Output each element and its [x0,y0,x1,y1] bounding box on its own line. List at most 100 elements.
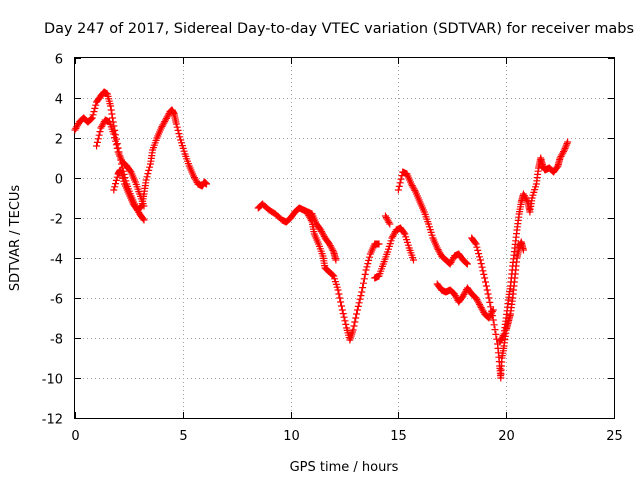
grid-lines [75,58,614,418]
data-point [97,124,105,132]
data-point [479,267,487,275]
data-point [327,243,335,251]
data-point [318,228,326,236]
x-tick-label: 0 [71,429,79,444]
data-point [480,270,488,278]
data-point [164,111,172,119]
data-point [462,258,470,266]
data-point [411,186,419,194]
data-point [93,142,101,150]
data-point [162,116,170,124]
data-point [72,124,80,132]
data-point [434,246,442,254]
data-point [446,260,454,268]
data-point [74,121,82,129]
data-point [382,214,390,222]
y-tick-label: 0 [55,173,63,188]
data-point [451,292,459,300]
data-point [471,239,479,247]
data-point [472,294,480,302]
data-point [329,271,337,279]
data-point [562,141,570,149]
x-tick-label: 25 [606,429,623,444]
data-point [334,286,342,294]
y-tick-label: -4 [50,253,63,268]
data-point [361,270,369,278]
data-point [396,179,404,187]
data-point [92,101,100,109]
data-point [340,313,348,321]
data-point [192,177,200,185]
data-point [341,317,349,325]
data-point [112,180,120,188]
series-seg5 [304,210,383,344]
data-point [450,290,458,298]
data-point [497,336,505,344]
data-point [107,102,115,110]
data-point [461,289,469,297]
data-point [158,122,166,130]
data-point [354,302,362,310]
data-point [163,113,171,121]
data-point [364,260,372,268]
series-seg4 [254,200,340,264]
data-point [161,118,169,126]
data-point [433,244,441,252]
data-point [304,210,312,218]
data-point [174,126,182,134]
data-point [175,130,183,138]
data-point [490,321,498,329]
data-point [99,121,107,129]
data-point [339,310,347,318]
data-point [476,256,484,264]
data-point [145,166,153,174]
series-seg3 [110,106,211,214]
data-point [110,186,118,194]
data-point [478,263,486,271]
data-point [146,163,154,171]
y-tick-label: -12 [42,413,63,428]
data-point [365,256,373,264]
data-point [498,333,506,341]
data-point [108,110,116,118]
data-point [113,144,121,152]
data-point [306,213,314,221]
data-point [317,226,325,234]
y-tick-label: 6 [55,53,63,68]
data-point [389,232,397,240]
series-seg6 [371,212,417,282]
data-point [559,149,567,157]
data-point [482,278,490,286]
data-point [203,180,211,188]
data-point [142,176,150,184]
data-point [521,193,529,201]
data-point [478,305,486,313]
data-point [359,284,367,292]
data-point [475,253,483,261]
data-point [143,173,151,181]
x-tick-label: 5 [179,429,187,444]
data-point [326,242,334,250]
data-point [338,306,346,314]
data-point [384,217,392,225]
data-point [90,108,98,116]
data-point [328,245,336,253]
data-point [349,326,357,334]
data-point [482,282,490,290]
data-point [139,215,147,223]
data-point [357,292,365,300]
data-point [519,190,527,198]
data-point [485,294,493,302]
data-point [395,182,403,190]
data-point [93,138,101,146]
data-point [87,116,95,124]
y-tick-label: -10 [42,373,63,388]
data-point [463,260,471,268]
data-point [474,246,482,254]
data-point [98,122,106,130]
data-point [305,212,313,220]
data-point [487,311,495,319]
data-point [91,104,99,112]
data-point [436,249,444,257]
